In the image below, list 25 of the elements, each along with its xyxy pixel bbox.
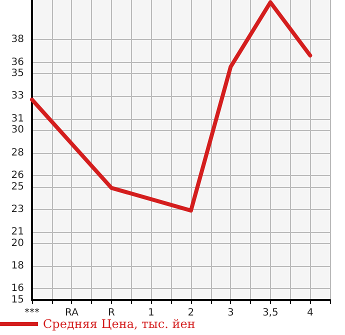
y-tick-label: 33 bbox=[11, 90, 24, 102]
y-tick-label: 15 bbox=[11, 294, 24, 306]
x-tick-label: *** bbox=[24, 308, 40, 318]
y-tick-label: 30 bbox=[11, 124, 24, 136]
y-tick-label: 23 bbox=[11, 204, 24, 215]
line-series bbox=[30, 0, 312, 213]
y-tick-label: 36 bbox=[11, 56, 24, 68]
y-tick-label: 20 bbox=[11, 238, 24, 249]
x-tick-label: 2 bbox=[188, 308, 194, 318]
y-tick-label: 26 bbox=[11, 170, 24, 181]
x-tick-label: 3,5 bbox=[262, 308, 278, 318]
x-tick-label: R bbox=[108, 308, 115, 318]
legend-label: Средняя Цена, тыс. йен bbox=[43, 317, 196, 331]
x-tick-label: 3 bbox=[227, 308, 234, 318]
y-tick-label: 35 bbox=[11, 68, 24, 80]
y-tick-label: 31 bbox=[11, 113, 24, 124]
x-tick-label: 4 bbox=[306, 308, 314, 318]
y-tick-label: 18 bbox=[11, 260, 24, 272]
y-tick-label: 16 bbox=[11, 283, 24, 294]
x-tick-label: 1 bbox=[148, 308, 154, 318]
y-tick-label: 28 bbox=[11, 147, 24, 158]
y-tick-label: 21 bbox=[11, 226, 24, 238]
y-tick-label: 25 bbox=[11, 181, 24, 192]
y-tick-label: 38 bbox=[11, 34, 24, 46]
x-tick-label: RA bbox=[65, 308, 79, 318]
